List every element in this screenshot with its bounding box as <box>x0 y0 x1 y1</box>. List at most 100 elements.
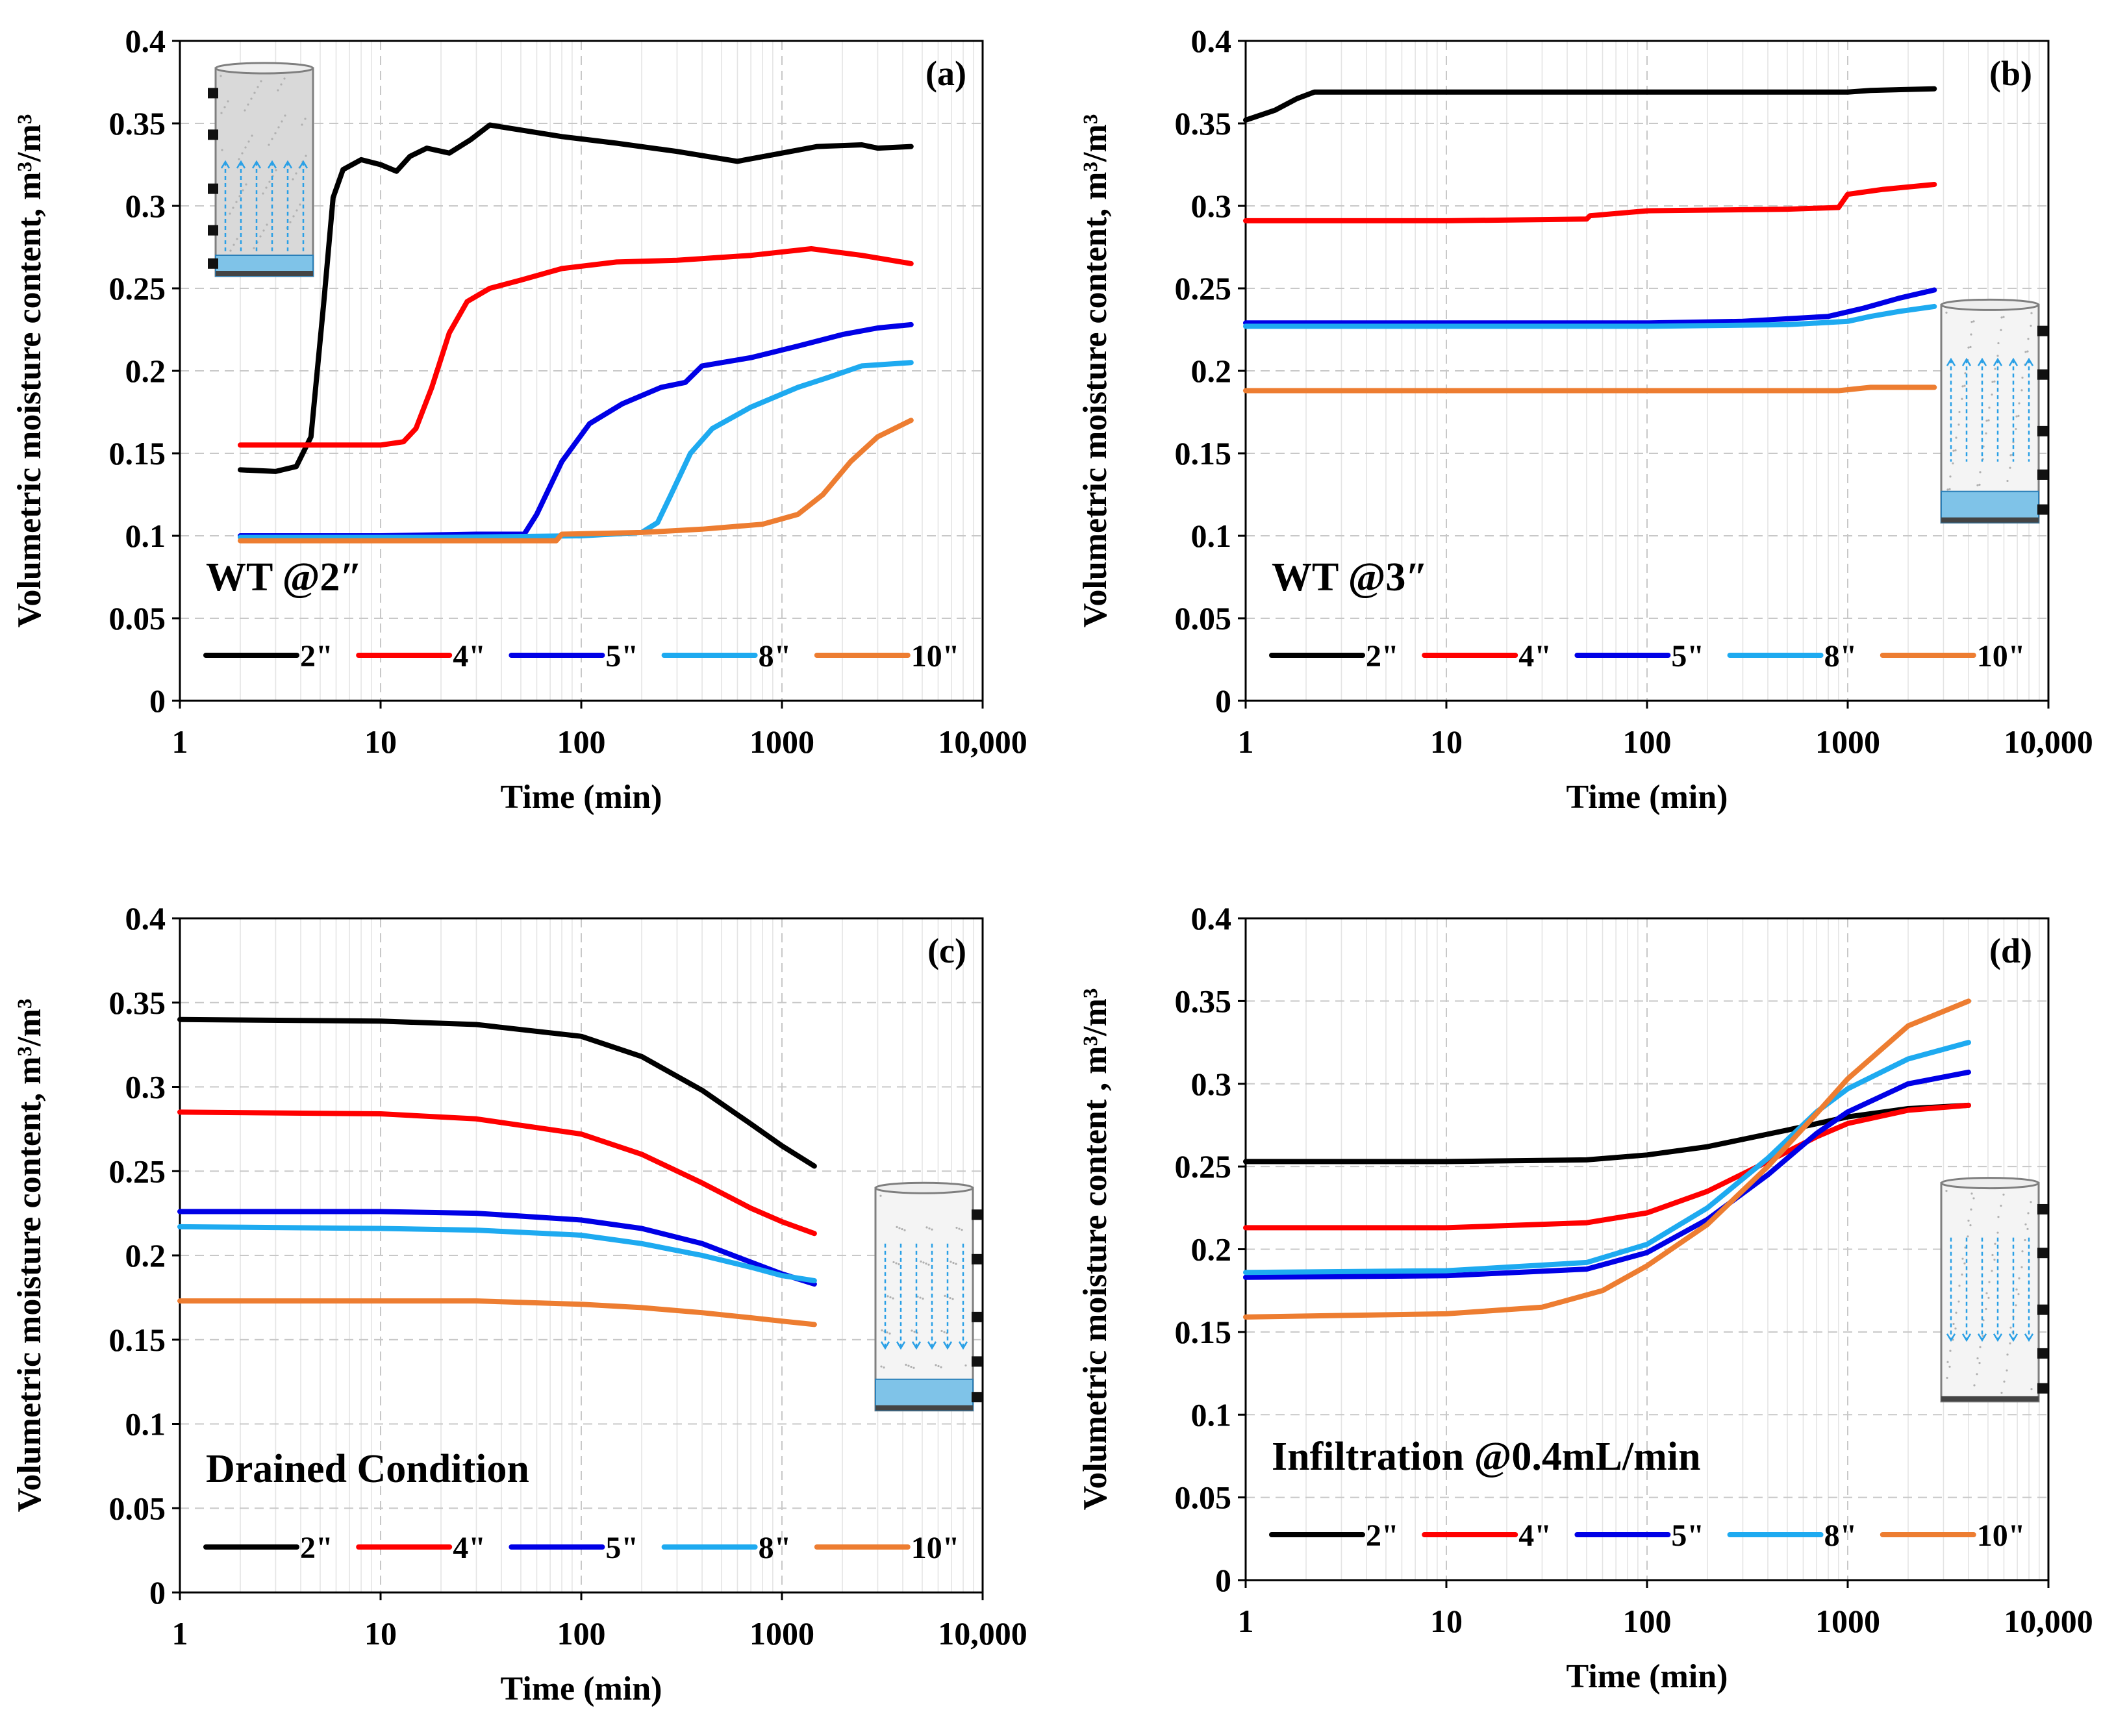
soil-speckle <box>1946 488 1949 491</box>
x-axis-title: Time (min) <box>1567 779 1728 816</box>
soil-speckle <box>1991 1270 1993 1272</box>
soil-speckle <box>281 120 283 123</box>
condition-annotation: WT @2″ <box>206 555 362 599</box>
condition-annotation: Infiltration @0.4mL/min <box>1272 1435 1700 1479</box>
soil-speckle <box>1954 1327 1957 1330</box>
legend-label: 4" <box>453 639 486 673</box>
soil-speckle <box>265 186 268 189</box>
soil-speckle <box>2021 376 2024 379</box>
soil-speckle <box>292 178 294 181</box>
soil-speckle <box>271 138 273 140</box>
y-tick-label: 0.05 <box>1175 600 1232 636</box>
soil-speckle <box>296 209 298 212</box>
series-line-4in <box>238 246 914 448</box>
soil-speckle <box>2009 1342 2011 1345</box>
soil-speckle <box>2030 324 2032 327</box>
y-tick-label: 0.2 <box>1191 353 1232 389</box>
column-body <box>214 67 314 277</box>
y-tick-label: 0.1 <box>125 1406 166 1442</box>
y-tick-label: 0.1 <box>125 518 166 554</box>
soil-speckle <box>2024 351 2027 353</box>
soil-speckle <box>1948 488 1951 490</box>
soil-speckle <box>1994 1242 1996 1245</box>
x-tick-label: 1000 <box>1815 1603 1880 1639</box>
column-body <box>1940 1182 2040 1403</box>
soil-speckle <box>955 1263 957 1265</box>
series-line-5in <box>177 1209 817 1287</box>
arrow-up-icon <box>267 160 277 169</box>
soil-speckle <box>940 1366 942 1368</box>
soil-speckle <box>898 1227 901 1229</box>
soil-speckle <box>955 1226 958 1229</box>
y-tick-label: 0.25 <box>1175 1148 1232 1185</box>
soil-speckle <box>2030 312 2033 314</box>
soil-speckle <box>280 83 283 86</box>
soil-speckle <box>1961 385 1964 388</box>
arrow-down-icon <box>1946 1333 1956 1342</box>
soil-speckle <box>1982 1335 1984 1337</box>
arrow-down-icon <box>896 1341 906 1350</box>
y-tick-label: 0.25 <box>109 1153 166 1189</box>
soil-speckle <box>268 181 271 183</box>
y-tick-label: 0.15 <box>109 435 166 472</box>
soil-speckle <box>927 1263 930 1266</box>
legend-label: 8" <box>759 1531 792 1565</box>
soil-column-inset <box>1940 298 2048 524</box>
soil-speckle <box>937 1365 940 1368</box>
soil-speckle <box>275 169 277 171</box>
arrow-down-icon <box>911 1341 922 1350</box>
soil-speckle <box>1961 397 1963 400</box>
x-tick-label: 1000 <box>749 1615 814 1652</box>
y-tick-label: 0.35 <box>109 985 166 1021</box>
arrow-down-icon <box>2024 1333 2034 1342</box>
x-tick-label: 100 <box>1623 1603 1672 1639</box>
soil-speckle <box>1987 1296 1990 1299</box>
plot-frame <box>179 917 984 1594</box>
soil-speckle <box>251 134 253 137</box>
soil-speckle <box>879 1194 882 1197</box>
column-top <box>874 1181 974 1194</box>
soil-speckle <box>250 97 253 100</box>
soil-speckle <box>1952 1322 1955 1326</box>
soil-speckle <box>1996 355 1999 357</box>
soil-speckle <box>229 249 232 252</box>
arrow-up-icon <box>236 160 246 169</box>
soil-speckle <box>1967 1235 1969 1238</box>
sensor-icon <box>972 1356 982 1367</box>
x-tick-label: 1000 <box>1815 723 1880 760</box>
soil-speckle <box>1970 1192 1973 1195</box>
y-tick-label: 0.25 <box>1175 270 1232 307</box>
soil-speckle <box>964 1364 967 1367</box>
sensor-icon <box>972 1392 982 1403</box>
x-tick-label: 100 <box>557 723 606 760</box>
y-tick-label: 0 <box>1215 683 1231 719</box>
soil-speckle <box>259 235 262 238</box>
soil-speckle <box>299 203 301 206</box>
soil-speckle <box>889 1296 892 1299</box>
series-line-8in <box>238 360 914 540</box>
x-tick-label: 100 <box>1623 723 1672 760</box>
soil-speckle <box>883 1366 885 1369</box>
soil-speckle <box>2006 1353 2009 1356</box>
x-tick-label: 10 <box>364 723 397 760</box>
soil-speckle <box>2021 1250 2024 1253</box>
series-line-5in <box>1243 1069 1971 1280</box>
column-top <box>1940 1177 2040 1190</box>
y-tick-label: 0.2 <box>125 1237 166 1274</box>
legend-label: 2" <box>300 639 333 673</box>
arrow-down-icon <box>927 1341 937 1350</box>
arrow-down-icon <box>880 1341 890 1350</box>
sensor-icon <box>972 1253 982 1264</box>
x-tick-label: 10 <box>364 1615 397 1652</box>
series-line-8in <box>177 1224 817 1283</box>
arrow-down-icon <box>1961 1333 1972 1342</box>
sensor-icon <box>972 1209 982 1220</box>
legend-label: 4" <box>1518 1518 1552 1553</box>
column-base <box>216 271 313 276</box>
sensor-icon <box>208 88 218 99</box>
arrow-down-icon <box>958 1341 968 1350</box>
soil-speckle <box>1972 1197 1975 1200</box>
soil-speckle <box>262 229 265 232</box>
soil-speckle <box>229 212 231 215</box>
panel-c: 0 0.05 0.1 0.15 0.2 0.25 0.3 0.35 0.4 1 10 100 1000 1… <box>11 900 1027 1707</box>
